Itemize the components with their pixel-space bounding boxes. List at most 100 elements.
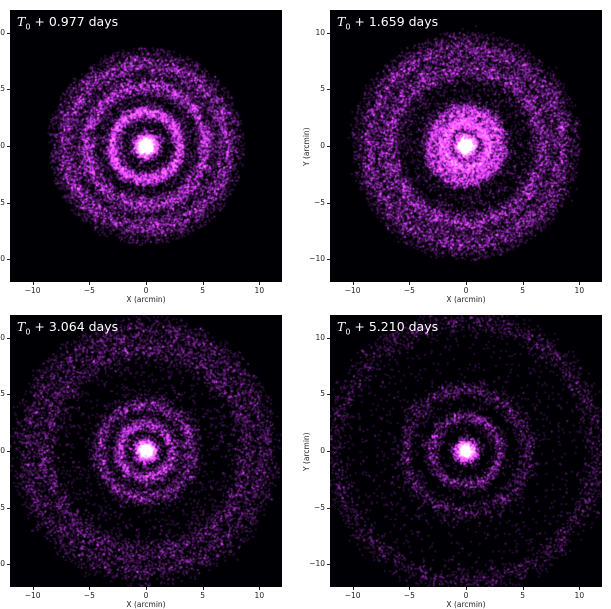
y-tick-label: −5 — [0, 197, 5, 207]
y-tick-label: 0 — [320, 141, 325, 150]
y-tick-mark — [7, 451, 10, 452]
y-tick-label: 5 — [0, 84, 5, 94]
x-tick-mark — [522, 282, 524, 285]
y-tick-label: −10 — [309, 559, 325, 569]
photon-count-map — [10, 315, 282, 587]
panel-title: T0 + 1.659 days — [337, 14, 439, 32]
y-tick-mark — [327, 451, 330, 452]
x-tick-mark — [352, 587, 354, 590]
x-tick-mark — [146, 282, 147, 285]
x-axis-label: X (arcmin) — [446, 600, 486, 609]
x-tick-mark — [146, 587, 147, 590]
y-tick-label: −10 — [0, 559, 5, 569]
y-tick-mark — [327, 146, 330, 147]
x-tick-label: −5 — [83, 286, 95, 295]
x-tick-label: 10 — [254, 591, 265, 600]
x-tick-label: 0 — [143, 286, 149, 295]
y-tick-mark — [327, 564, 330, 566]
y-tick-label: 5 — [320, 84, 325, 94]
x-tick-mark — [32, 282, 34, 285]
y-tick-mark — [7, 32, 10, 34]
x-tick-label: −10 — [24, 286, 41, 295]
x-tick-label: 10 — [574, 286, 585, 295]
panel-4: T0 + 5.210 days −10 −5 0 5 10 −10 −5 0 5 10 X (arcm… — [302, 315, 602, 609]
x-tick-mark — [259, 282, 261, 285]
y-tick-label: 5 — [320, 389, 325, 399]
x-tick-mark — [89, 282, 91, 285]
y-tick-label: 5 — [0, 389, 5, 399]
x-tick-mark — [466, 587, 467, 590]
heatmap-image: T0 + 5.210 days — [330, 315, 602, 587]
y-tick-mark — [327, 259, 330, 261]
y-tick-label: 0 — [0, 141, 5, 150]
y-axis-label: Y (arcmin) — [302, 127, 311, 166]
y-tick-mark — [327, 89, 330, 91]
y-tick-mark — [327, 507, 330, 509]
x-tick-label: −10 — [344, 591, 361, 600]
y-tick-label: −5 — [313, 197, 325, 207]
panel-title: T0 + 0.977 days — [17, 14, 119, 32]
y-tick-mark — [7, 202, 10, 204]
x-tick-mark — [579, 587, 581, 590]
y-tick-label: 10 — [0, 27, 5, 37]
panel-3: T0 + 3.064 days −10 −5 0 5 10 −10 −5 0 5 10 X (arcm… — [0, 315, 282, 609]
x-tick-mark — [579, 282, 581, 285]
y-tick-mark — [7, 507, 10, 509]
x-tick-label: 0 — [463, 591, 469, 600]
x-tick-label: 10 — [574, 591, 585, 600]
panel-title: T0 + 5.210 days — [337, 319, 439, 337]
y-tick-mark — [327, 202, 330, 204]
x-tick-mark — [202, 587, 204, 590]
y-tick-label: 10 — [0, 332, 5, 342]
x-tick-label: −5 — [403, 286, 415, 295]
panel-1: T0 + 0.977 days −10 −5 0 5 10 −10 −5 0 5 10 X (arcm… — [0, 10, 282, 304]
x-tick-mark — [32, 587, 34, 590]
panel-title: T0 + 3.064 days — [17, 319, 119, 337]
x-tick-label: 5 — [520, 591, 526, 600]
x-tick-label: 5 — [200, 591, 206, 600]
x-tick-label: 0 — [143, 591, 149, 600]
y-tick-label: 10 — [315, 332, 325, 342]
x-tick-mark — [409, 587, 411, 590]
x-axis-label: X (arcmin) — [126, 600, 166, 609]
x-tick-mark — [89, 587, 91, 590]
y-tick-label: 0 — [0, 446, 5, 455]
x-axis-label: X (arcmin) — [126, 295, 166, 304]
panel-2: T0 + 1.659 days −10 −5 0 5 10 −10 −5 0 5 10 X (arcm… — [302, 10, 602, 304]
x-tick-label: −5 — [403, 591, 415, 600]
y-tick-mark — [7, 89, 10, 91]
y-tick-mark — [327, 394, 330, 396]
x-tick-mark — [202, 282, 204, 285]
photon-count-map — [330, 315, 602, 587]
x-tick-label: 5 — [520, 286, 526, 295]
y-tick-mark — [327, 337, 330, 339]
y-tick-mark — [7, 259, 10, 261]
x-tick-label: 0 — [463, 286, 469, 295]
y-tick-mark — [7, 394, 10, 396]
x-tick-label: −10 — [344, 286, 361, 295]
y-tick-mark — [7, 564, 10, 566]
y-tick-label: −10 — [0, 254, 5, 264]
heatmap-image: T0 + 3.064 days — [10, 315, 282, 587]
x-tick-mark — [522, 587, 524, 590]
y-tick-label: −10 — [309, 254, 325, 264]
x-tick-label: −10 — [24, 591, 41, 600]
x-tick-mark — [352, 282, 354, 285]
x-tick-mark — [466, 282, 467, 285]
y-tick-label: 10 — [315, 27, 325, 37]
x-tick-label: −5 — [83, 591, 95, 600]
y-tick-mark — [7, 337, 10, 339]
heatmap-image: T0 + 1.659 days — [330, 10, 602, 282]
y-tick-label: −5 — [0, 502, 5, 512]
x-tick-label: 5 — [200, 286, 206, 295]
y-tick-label: −5 — [313, 502, 325, 512]
x-tick-mark — [409, 282, 411, 285]
x-tick-label: 10 — [254, 286, 265, 295]
y-tick-mark — [7, 146, 10, 147]
y-tick-mark — [327, 32, 330, 34]
y-tick-label: 0 — [320, 446, 325, 455]
x-axis-label: X (arcmin) — [446, 295, 486, 304]
x-tick-mark — [259, 587, 261, 590]
photon-count-map — [10, 10, 282, 282]
y-axis-label: Y (arcmin) — [302, 432, 311, 471]
